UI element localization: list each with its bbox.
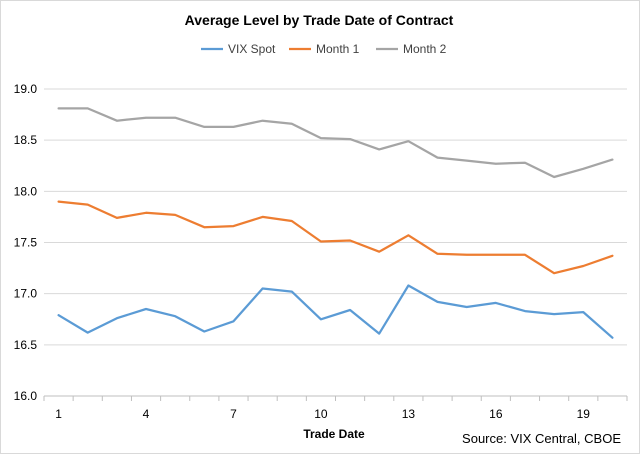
x-tick-label: 4 xyxy=(143,407,150,421)
series-line-month-1 xyxy=(57,200,614,275)
legend-item-month-1: Month 1 xyxy=(289,42,360,56)
series-lines xyxy=(57,107,614,339)
x-tick-label: 1 xyxy=(55,407,62,421)
chart-title: Average Level by Trade Date of Contract xyxy=(185,12,454,28)
legend-label: Month 2 xyxy=(403,42,447,56)
axes xyxy=(43,395,628,401)
source-note: Source: VIX Central, CBOE xyxy=(462,431,621,446)
tick-labels: 16.0 16.5 17.0 17.5 18.0 18.5 19.0 1 4 7 10 13 16 19 xyxy=(14,82,591,421)
series-line-vix-spot xyxy=(57,284,614,339)
y-tick-label: 17.5 xyxy=(14,236,38,250)
y-tick-label: 19.0 xyxy=(14,82,38,96)
y-tick-label: 17.0 xyxy=(14,287,38,301)
x-tick-label: 16 xyxy=(489,407,503,421)
legend: VIX Spot Month 1 Month 2 xyxy=(201,42,447,56)
legend-item-vix-spot: VIX Spot xyxy=(201,42,276,56)
y-tick-label: 18.5 xyxy=(14,133,38,147)
y-tick-label: 16.5 xyxy=(14,338,38,352)
x-tick-label: 7 xyxy=(230,407,237,421)
y-tick-label: 18.0 xyxy=(14,184,38,198)
y-tick-label: 16.0 xyxy=(14,389,38,403)
gridlines xyxy=(44,88,627,346)
x-tick-label: 10 xyxy=(314,407,328,421)
x-tick-label: 13 xyxy=(402,407,416,421)
legend-item-month-2: Month 2 xyxy=(376,42,447,56)
legend-label: Month 1 xyxy=(316,42,360,56)
x-tick-label: 19 xyxy=(577,407,591,421)
x-axis-title: Trade Date xyxy=(303,427,365,441)
legend-label: VIX Spot xyxy=(228,42,276,56)
series-line-month-2 xyxy=(57,107,614,179)
